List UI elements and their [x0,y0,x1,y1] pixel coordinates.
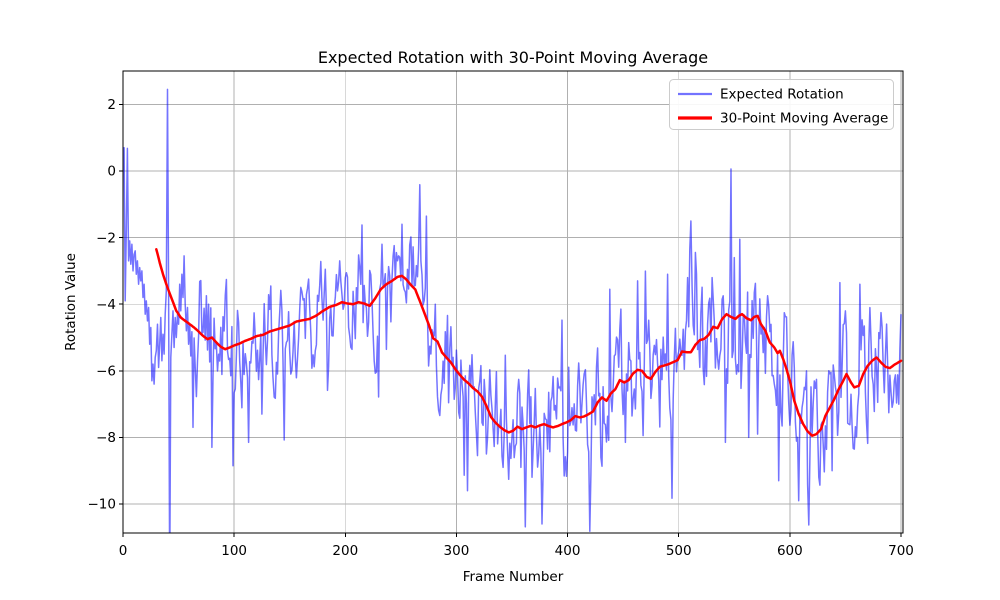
axes-spines [122,70,904,534]
legend-box [669,79,894,130]
grid-layer [122,71,903,533]
x-tick-label-100: 100 [221,543,247,559]
expected-rotation-line [123,88,902,533]
x-tick-label-700: 700 [888,543,914,559]
x-tick-label-400: 400 [555,543,581,559]
y-tick-label--2: −2 [96,230,116,246]
x-axis-label: Frame Number [463,569,564,585]
chart-title: Expected Rotation with 30-Point Moving A… [318,48,708,67]
x-tick-label-500: 500 [666,543,692,559]
y-axis-label: Rotation Value [63,253,79,351]
x-tick-label-200: 200 [332,543,358,559]
legend-label-moving-average: 30-Point Moving Average [720,111,888,127]
x-tick-label-300: 300 [444,543,470,559]
moving-average-line [155,248,903,437]
x-tick-label-600: 600 [777,543,803,559]
x-tick-label-0: 0 [119,543,128,559]
y-tick-label-2: 2 [107,97,116,113]
y-tick-label--6: −6 [96,364,116,380]
tick-layer: 0 100 200 300 400 500 600 700 2 0 −2 −4 −6 −8 −10 [88,97,914,559]
y-tick-label-0: 0 [107,164,116,180]
legend: Expected Rotation 30-Point Moving Averag… [669,79,894,130]
series-layer [123,88,903,533]
y-tick-label--10: −10 [88,497,117,513]
y-tick-label--8: −8 [96,430,116,446]
y-tick-label--4: −4 [96,297,116,313]
legend-label-expected-rotation: Expected Rotation [720,87,844,103]
